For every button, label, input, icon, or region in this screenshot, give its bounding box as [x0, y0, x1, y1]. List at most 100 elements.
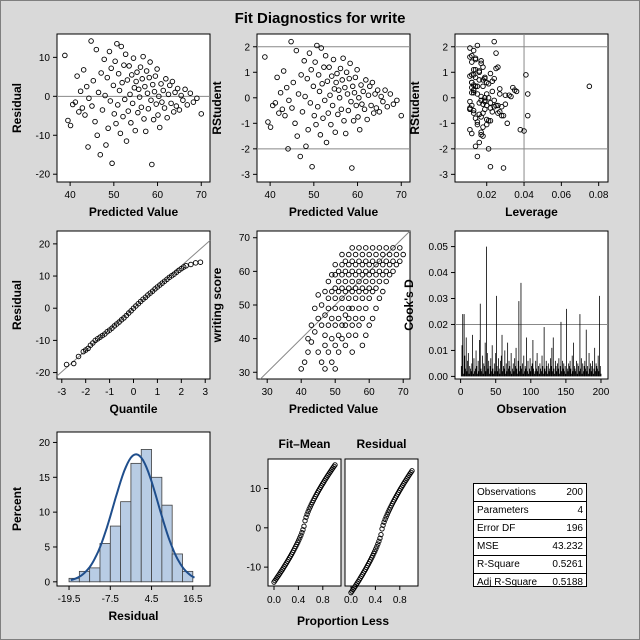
data-point: [353, 102, 359, 109]
data-point: [369, 245, 376, 251]
data-point: [265, 119, 271, 125]
data-point: [373, 251, 379, 258]
page-title: Fit Diagnostics for write: [234, 10, 406, 27]
data-point: [369, 278, 376, 285]
data-point: [359, 251, 366, 258]
data-point: [144, 90, 151, 96]
data-point: [65, 117, 71, 124]
data-point: [322, 332, 328, 339]
data-point: [356, 126, 363, 133]
data-point: [289, 105, 295, 111]
data-points: [63, 259, 204, 368]
data-point: [380, 288, 386, 295]
panel-label: Residual: [356, 437, 406, 451]
data-point: [356, 258, 362, 265]
y-axis-label: writing score: [210, 267, 224, 343]
data-point: [348, 98, 354, 105]
data-point: [336, 95, 343, 101]
stat-value: 0.5261: [552, 559, 583, 570]
data-point: [198, 111, 205, 117]
data-point: [332, 322, 338, 328]
data-point: [80, 67, 87, 73]
data-point: [150, 116, 157, 123]
data-point: [165, 91, 172, 98]
stat-row: Observations 200: [474, 484, 586, 502]
histogram-bar: [151, 476, 163, 583]
data-point: [340, 55, 346, 61]
data-point: [380, 251, 386, 258]
data-point: [86, 95, 92, 102]
data-point: [183, 262, 189, 269]
data-point: [306, 50, 313, 56]
data-point: [352, 74, 359, 81]
x-tick-label: 0.8: [393, 595, 407, 606]
data-point: [133, 78, 139, 85]
data-point: [361, 106, 368, 113]
data-point: [487, 100, 494, 106]
stat-value: 4: [577, 505, 583, 516]
data-point: [472, 143, 479, 150]
data-point: [369, 79, 376, 86]
data-point: [112, 58, 118, 65]
data-point: [351, 89, 358, 96]
data-point: [105, 125, 111, 132]
data-point: [341, 118, 347, 124]
data-point: [498, 103, 505, 110]
data-point: [297, 535, 303, 541]
data-point: [367, 83, 373, 90]
data-point: [356, 322, 362, 328]
data-point: [342, 268, 349, 275]
data-point: [372, 91, 378, 97]
data-point: [93, 46, 100, 53]
data-point: [346, 315, 352, 322]
data-points: [467, 38, 593, 171]
data-point: [337, 65, 344, 72]
data-point: [90, 77, 97, 84]
data-point: [369, 288, 376, 295]
data-point: [379, 526, 385, 532]
x-tick-label: 60: [364, 387, 376, 398]
data-point: [467, 45, 473, 51]
data-point: [335, 349, 342, 355]
data-point: [85, 144, 91, 150]
data-point: [356, 288, 362, 295]
data-point: [378, 531, 384, 538]
data-point: [377, 535, 383, 541]
data-point: [346, 295, 352, 302]
y-tick-label: 20: [39, 239, 51, 250]
y-tick-label: 20: [39, 438, 51, 449]
data-point: [352, 315, 359, 322]
x-tick-label: 0.4: [291, 595, 305, 606]
data-point: [314, 42, 320, 49]
data-point: [116, 87, 123, 94]
data-point: [315, 103, 321, 110]
data-point: [110, 82, 117, 89]
data-point: [272, 100, 279, 106]
x-axis-label: Predicted Value: [289, 402, 379, 416]
stat-row: Error DF 196: [474, 520, 586, 538]
data-point: [139, 76, 145, 82]
data-point: [349, 165, 355, 171]
data-point: [485, 95, 492, 101]
data-point: [487, 118, 494, 124]
data-point: [332, 462, 338, 468]
data-point: [329, 335, 335, 342]
data-point: [373, 305, 379, 312]
data-point: [136, 94, 143, 100]
data-point: [308, 339, 315, 345]
histogram-bar: [99, 543, 111, 583]
data-point: [156, 124, 163, 131]
data-point: [127, 91, 133, 98]
data-point: [363, 332, 369, 339]
data-point: [122, 96, 128, 103]
stat-label: R-Square: [477, 559, 520, 570]
data-point: [180, 97, 186, 103]
data-point: [491, 75, 497, 82]
data-point: [160, 87, 166, 94]
data-point: [485, 81, 492, 87]
data-point: [329, 359, 335, 365]
data-point: [322, 312, 328, 318]
histogram-bar: [109, 525, 122, 583]
data-points: [298, 245, 406, 372]
data-point: [359, 101, 365, 107]
